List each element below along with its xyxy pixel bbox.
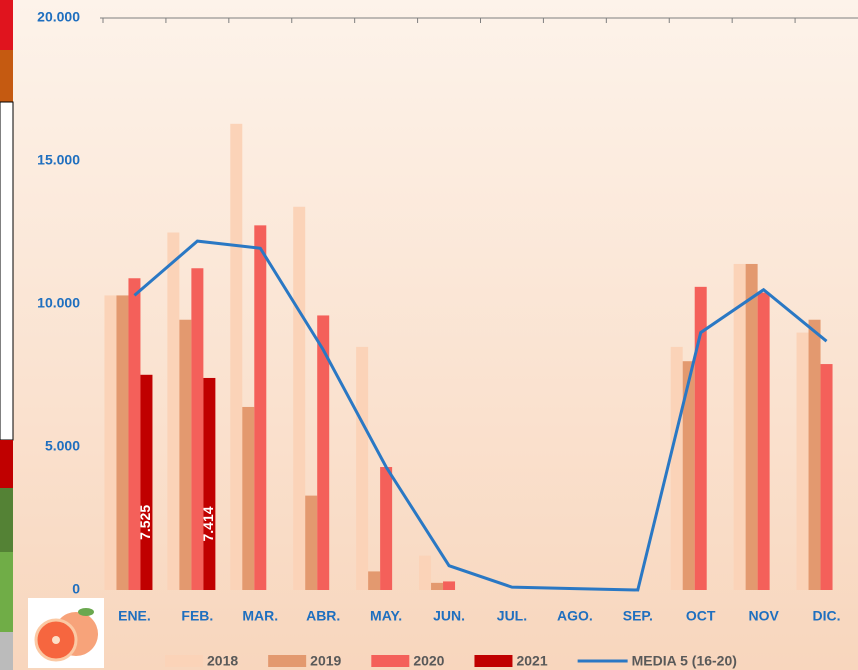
x-tick-label: JUN.	[433, 608, 465, 624]
x-tick-label: DIC.	[813, 608, 841, 624]
line	[133, 239, 828, 592]
x-tick-label: AGO.	[557, 608, 593, 624]
y-tick-label: 5.000	[45, 438, 80, 454]
y-tick-label: 0	[72, 581, 80, 597]
bar	[203, 377, 216, 590]
bar	[191, 268, 204, 590]
bar	[733, 263, 746, 590]
legend-label: 2020	[413, 653, 444, 669]
bar	[443, 581, 456, 590]
y-tick-label: 15.000	[37, 152, 80, 168]
legend-swatch	[165, 655, 203, 667]
y-tick-label: 10.000	[37, 295, 80, 311]
bar	[796, 332, 809, 590]
bar	[694, 286, 707, 590]
bar	[104, 295, 117, 590]
bar	[368, 571, 381, 590]
y-tick-label: 20.000	[37, 9, 80, 25]
legend-label: 2021	[516, 653, 547, 669]
bar	[356, 346, 369, 590]
x-tick-label: NOV	[748, 608, 779, 624]
bar	[242, 406, 255, 590]
grapefruit-icon	[28, 598, 104, 668]
bar	[682, 361, 695, 590]
bar	[380, 467, 393, 590]
bar	[670, 346, 683, 590]
bar	[230, 123, 243, 590]
bar	[745, 263, 758, 590]
legend-label: 2018	[207, 653, 238, 669]
bar	[179, 319, 192, 590]
bar	[808, 319, 821, 590]
legend-swatch	[371, 655, 410, 667]
x-tick-label: ABR.	[306, 608, 340, 624]
bar	[305, 495, 318, 590]
bar	[757, 292, 770, 590]
bar	[419, 555, 432, 590]
legend-swatch	[474, 655, 513, 667]
x-tick-label: MAY.	[370, 608, 402, 624]
bar	[820, 364, 833, 590]
bar	[140, 374, 153, 590]
x-tick-label: JUL.	[497, 608, 527, 624]
x-tick-label: MAR.	[242, 608, 278, 624]
bar	[167, 232, 180, 590]
bar	[116, 295, 129, 590]
value-label: 7.525	[137, 505, 153, 540]
x-tick-label: ENE.	[118, 608, 151, 624]
bar	[293, 206, 306, 590]
bar	[317, 315, 330, 590]
legend-label: 2019	[310, 653, 341, 669]
x-tick-label: FEB.	[181, 608, 213, 624]
legend-label: MEDIA 5 (16-20)	[632, 653, 737, 669]
x-tick-label: SEP.	[623, 608, 653, 624]
bar	[128, 278, 141, 590]
legend-swatch	[268, 655, 307, 667]
x-tick-label: OCT	[686, 608, 716, 624]
bar	[254, 225, 267, 590]
bar	[431, 582, 444, 590]
value-label: 7.414	[200, 506, 216, 541]
left-strip	[0, 0, 14, 670]
